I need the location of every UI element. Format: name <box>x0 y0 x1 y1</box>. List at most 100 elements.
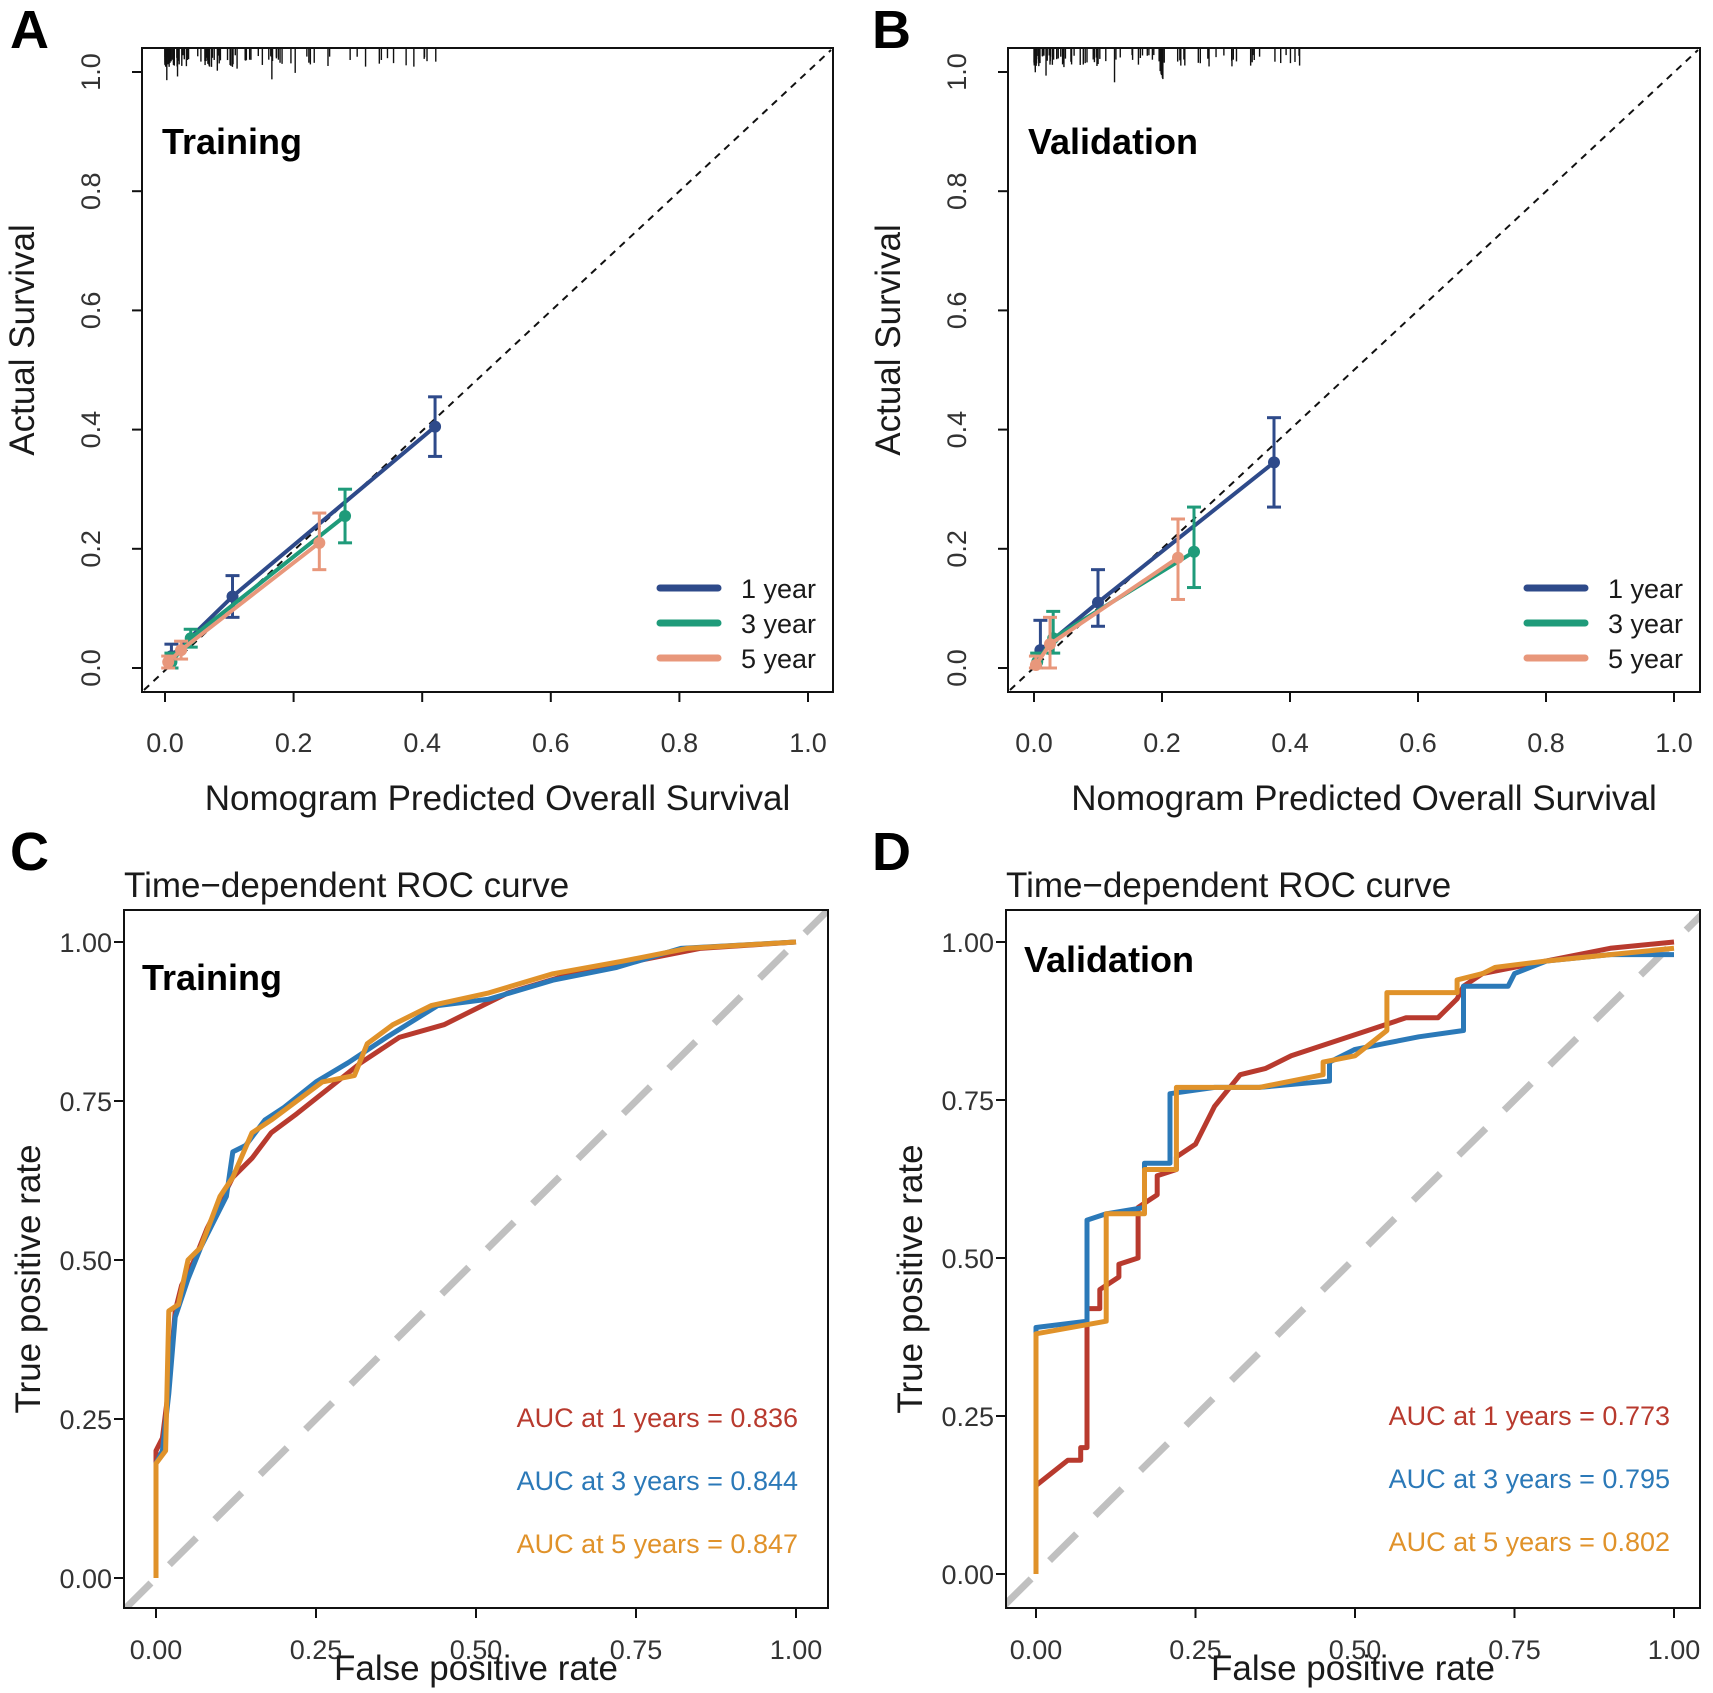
y-tick-label: 0.25 <box>941 1402 994 1432</box>
y-tick-label: 0.4 <box>942 411 972 449</box>
x-tick-label: 0.00 <box>130 1635 183 1665</box>
series-line <box>153 939 797 1578</box>
data-point <box>226 590 239 603</box>
x-tick-label: 0.50 <box>450 1635 503 1665</box>
series-line <box>1039 460 1276 652</box>
x-tick-label: 1.0 <box>789 728 827 758</box>
legend-label: 5 year <box>741 644 816 674</box>
y-tick-label: 0.00 <box>941 1560 994 1590</box>
y-tick-label: 0.50 <box>941 1244 994 1274</box>
panel-d-roc-validation: D Time−dependent ROC curve 0.00 0.25 0.50 0.7… <box>872 822 1701 1688</box>
legend-label: 1 year <box>741 574 816 604</box>
panel-letter-a: A <box>10 0 49 60</box>
y-axis-label: Actual Survival <box>869 224 908 455</box>
inset-label: Training <box>162 121 302 162</box>
auc-annotation: AUC at 5 years = 0.802 <box>1389 1527 1670 1557</box>
y-tick-label: 0.6 <box>76 292 106 330</box>
y-tick-label: 0.00 <box>59 1564 112 1594</box>
x-tick-label: 0.6 <box>1399 728 1437 758</box>
x-tick-label: 0.50 <box>1329 1635 1382 1665</box>
x-tick-label: 0.4 <box>1271 728 1309 758</box>
data-point <box>429 420 442 433</box>
y-tick-label: 0.2 <box>942 530 972 568</box>
y-tick-label: 0.0 <box>76 649 106 687</box>
legend-label: 3 year <box>1608 609 1683 639</box>
y-tick-label: 1.00 <box>59 928 112 958</box>
x-axis-label: Nomogram Predicted Overall Survival <box>205 779 790 818</box>
x-tick-label: 0.2 <box>275 728 313 758</box>
x-tick-label: 0.8 <box>1527 728 1565 758</box>
legend: 1 year 3 year 5 year <box>1523 574 1683 674</box>
data-point <box>339 510 352 523</box>
x-tick-label: 0.8 <box>661 728 699 758</box>
x-tick-label: 0.75 <box>1488 1635 1541 1665</box>
legend-label: 1 year <box>1608 574 1683 604</box>
panel-c-roc-training: C Time−dependent ROC curve 0.00 0.25 0.50 0.7… <box>9 822 829 1688</box>
data-point <box>1268 456 1280 469</box>
plot-frame <box>141 47 834 693</box>
x-axis-label: False positive rate <box>1211 1649 1495 1688</box>
series-5-year <box>1028 517 1185 672</box>
series-line <box>166 541 321 664</box>
auc-annotation: AUC at 3 years = 0.795 <box>1389 1464 1670 1494</box>
x-axis-label: False positive rate <box>334 1649 618 1688</box>
y-tick-label: 0.8 <box>942 172 972 210</box>
series-5-year <box>161 511 327 670</box>
series-auc-at-3-years-0-795 <box>1033 952 1674 1574</box>
x-tick-label: 0.0 <box>1015 728 1053 758</box>
auc-annotations: AUC at 1 years = 0.836 AUC at 3 years = 0… <box>517 1403 798 1559</box>
x-tick-label: 0.25 <box>290 1635 343 1665</box>
panel-letter-c: C <box>10 822 49 882</box>
data-point <box>1092 596 1104 609</box>
inset-label: Training <box>142 957 282 998</box>
x-tick-label: 0.4 <box>403 728 441 758</box>
x-axis-label: Nomogram Predicted Overall Survival <box>1071 779 1656 818</box>
auc-annotation: AUC at 1 years = 0.773 <box>1389 1401 1670 1431</box>
x-tick-label: 1.0 <box>1655 728 1693 758</box>
series-auc-at-5-years-0-802 <box>1033 945 1675 1574</box>
y-axis-label: Actual Survival <box>3 224 42 455</box>
y-tick-label: 0.2 <box>76 530 106 568</box>
data-point <box>175 644 188 657</box>
x-tick-label: 0.00 <box>1010 1635 1063 1665</box>
series-line <box>1033 952 1674 1574</box>
series-3-year <box>164 487 353 670</box>
data-point <box>1029 659 1042 672</box>
x-tick-label: 0.6 <box>532 728 570 758</box>
auc-annotation: AUC at 5 years = 0.847 <box>517 1529 798 1559</box>
y-tick-label: 1.0 <box>76 53 106 91</box>
auc-annotation: AUC at 1 years = 0.836 <box>517 1403 798 1433</box>
data-point <box>313 536 326 549</box>
panel-letter-b: B <box>872 0 911 60</box>
auc-annotation: AUC at 3 years = 0.844 <box>517 1466 798 1496</box>
y-tick-label: 0.50 <box>59 1246 112 1276</box>
data-point <box>1172 551 1184 564</box>
x-tick-label: 1.00 <box>770 1635 823 1665</box>
legend-label: 5 year <box>1608 644 1683 674</box>
y-tick-label: 1.00 <box>941 928 994 958</box>
y-axis-label: True positive rate <box>891 1144 930 1413</box>
inset-label: Validation <box>1028 121 1198 162</box>
x-tick-label: 0.75 <box>610 1635 663 1665</box>
y-tick-label: 0.0 <box>942 649 972 687</box>
y-tick-label: 0.75 <box>59 1087 112 1117</box>
series-line <box>1035 550 1196 664</box>
data-point <box>1188 545 1200 558</box>
x-tick-label: 1.00 <box>1648 1635 1701 1665</box>
data-point <box>162 656 175 669</box>
reference-diagonal-line <box>1006 911 1700 1608</box>
x-tick-label: 0.25 <box>1169 1635 1222 1665</box>
y-tick-label: 0.75 <box>941 1086 994 1116</box>
y-axis-label: True positive rate <box>9 1144 48 1413</box>
data-point <box>1044 638 1056 651</box>
rug-ticks <box>1033 49 1301 83</box>
panel-b-calibration-validation: B 0.0 0.2 0.4 0.6 0.8 1.0 0.0 0.2 0.4 0.6 0.8 1.0 Nom… <box>869 0 1701 818</box>
x-tick-label: 0.2 <box>1143 728 1181 758</box>
legend-label: 3 year <box>741 609 816 639</box>
panel-a-calibration-training: A 0.0 0.2 0.4 0.6 0.8 1.0 0.0 0.2 0.4 0.6 0.8 1.0 Nom… <box>3 0 834 818</box>
x-tick-label: 0.0 <box>146 728 184 758</box>
y-tick-label: 0.4 <box>76 411 106 449</box>
chart-title: Time−dependent ROC curve <box>1006 866 1451 905</box>
y-tick-label: 0.6 <box>942 292 972 330</box>
